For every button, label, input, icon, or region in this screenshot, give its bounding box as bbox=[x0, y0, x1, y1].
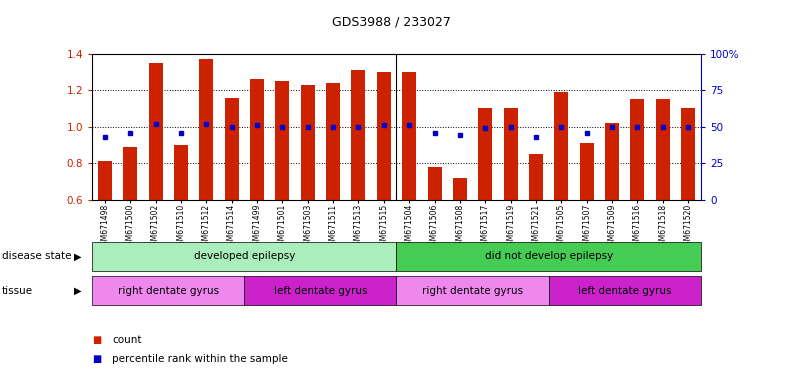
Text: did not develop epilepsy: did not develop epilepsy bbox=[485, 251, 613, 262]
Bar bbox=[605, 123, 619, 200]
Text: ▶: ▶ bbox=[74, 286, 82, 296]
Text: left dentate gyrus: left dentate gyrus bbox=[578, 286, 671, 296]
Bar bbox=[352, 70, 365, 200]
Bar bbox=[504, 108, 517, 200]
Text: ▶: ▶ bbox=[74, 251, 82, 262]
Bar bbox=[428, 167, 441, 200]
Bar bbox=[554, 92, 569, 200]
Bar bbox=[224, 98, 239, 200]
Bar bbox=[300, 85, 315, 200]
Bar bbox=[630, 99, 645, 200]
Bar bbox=[529, 154, 543, 200]
Text: left dentate gyrus: left dentate gyrus bbox=[274, 286, 367, 296]
Text: right dentate gyrus: right dentate gyrus bbox=[422, 286, 523, 296]
Bar bbox=[453, 178, 467, 200]
Bar bbox=[478, 108, 493, 200]
Bar bbox=[402, 72, 417, 200]
Text: tissue: tissue bbox=[2, 286, 33, 296]
Bar bbox=[326, 83, 340, 200]
Text: ■: ■ bbox=[92, 335, 102, 345]
Bar bbox=[123, 147, 137, 200]
Bar bbox=[681, 108, 695, 200]
Text: GDS3988 / 233027: GDS3988 / 233027 bbox=[332, 16, 451, 29]
Bar bbox=[148, 63, 163, 200]
Text: ■: ■ bbox=[92, 354, 102, 364]
Bar bbox=[376, 72, 391, 200]
Bar bbox=[656, 99, 670, 200]
Text: disease state: disease state bbox=[2, 251, 71, 262]
Bar bbox=[98, 161, 112, 200]
Bar bbox=[580, 143, 594, 200]
Text: right dentate gyrus: right dentate gyrus bbox=[118, 286, 219, 296]
Bar bbox=[199, 59, 213, 200]
Text: developed epilepsy: developed epilepsy bbox=[194, 251, 295, 262]
Text: percentile rank within the sample: percentile rank within the sample bbox=[112, 354, 288, 364]
Text: count: count bbox=[112, 335, 142, 345]
Bar bbox=[276, 81, 289, 200]
Bar bbox=[250, 79, 264, 200]
Bar bbox=[174, 145, 188, 200]
